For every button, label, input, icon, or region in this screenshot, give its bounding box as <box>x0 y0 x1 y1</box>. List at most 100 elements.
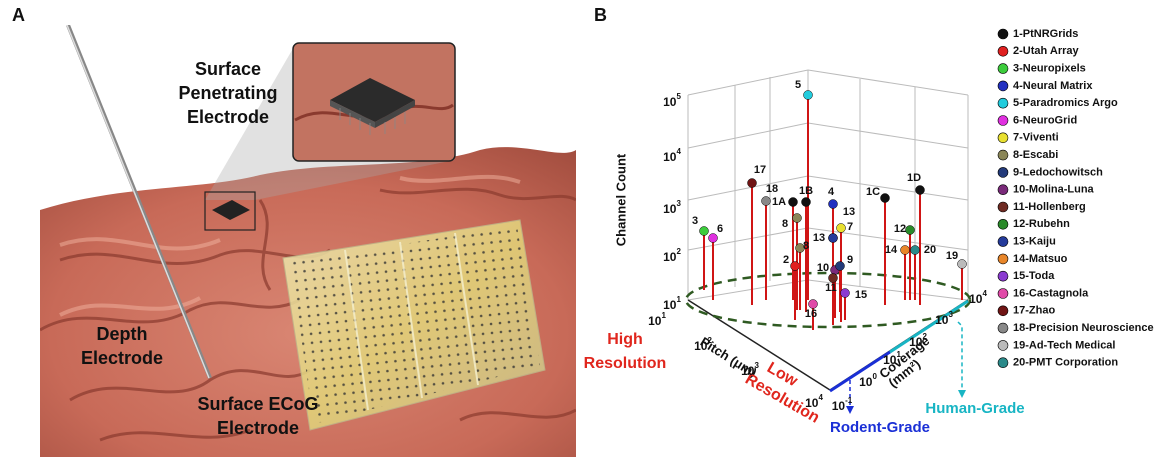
legend-label: 13-Kaiju <box>1013 236 1056 248</box>
legend-marker <box>997 63 1009 74</box>
legend-marker <box>997 340 1009 351</box>
tick-base: 10 <box>648 314 662 328</box>
high-resolution: High Resolution <box>584 331 667 372</box>
tick-base: 10 <box>694 339 708 353</box>
tick-exp: 3 <box>676 199 681 208</box>
point <box>788 197 798 207</box>
point-label: 13 <box>843 206 855 218</box>
point-label: 8 <box>803 240 809 252</box>
legend-label: 20-PMT Corporation <box>1013 357 1118 369</box>
legend-marker <box>997 115 1009 126</box>
rodent-grade: Rodent-Grade <box>830 419 930 436</box>
legend-label: 16-Castagnola <box>1013 287 1089 299</box>
point-label: 10 <box>817 262 829 274</box>
tick-label: 103 <box>663 199 681 216</box>
legend-label: 17-Zhao <box>1013 305 1055 317</box>
tick-exp: 1 <box>661 311 666 320</box>
legend-marker <box>997 288 1009 299</box>
tick-exp: 2 <box>922 332 927 341</box>
tick-exp: 4 <box>982 289 987 298</box>
legend-label: 6-NeuroGrid <box>1013 114 1077 126</box>
panel-letter: A <box>12 5 25 25</box>
label-line: Depth <box>97 324 148 344</box>
legend-marker <box>997 357 1009 369</box>
tick-exp: 2 <box>707 336 712 345</box>
tick-base: 10 <box>832 399 846 413</box>
legend-label: 10-Molina-Luna <box>1013 184 1095 196</box>
tick-exp: 3 <box>948 310 953 319</box>
tick-base: 10 <box>909 335 923 349</box>
legend-label: 8-Escabi <box>1013 149 1058 161</box>
point <box>880 193 890 203</box>
tick-label: 102 <box>694 336 712 353</box>
legend-marker <box>997 132 1009 144</box>
brain-illustration <box>40 25 576 457</box>
tick-label: 102 <box>909 332 927 349</box>
point <box>957 259 967 269</box>
point <box>792 213 802 223</box>
tick-base: 10 <box>805 396 819 410</box>
point <box>836 223 846 233</box>
panel-letter: B <box>594 5 607 25</box>
point <box>808 299 818 309</box>
legend-label: 2-Utah Array <box>1013 45 1079 57</box>
tick-label: 101 <box>663 295 681 312</box>
legend-label: 3-Neuropixels <box>1013 63 1086 75</box>
tick-label: 103 <box>935 310 953 327</box>
point <box>828 199 838 209</box>
point <box>795 243 805 253</box>
point-label: 16 <box>805 308 817 320</box>
label-line: High <box>607 331 643 348</box>
point-label: 6 <box>717 223 723 235</box>
legend-label: 15-Toda <box>1013 270 1055 282</box>
tick-label: 103 <box>741 361 759 378</box>
legend-marker <box>997 322 1009 334</box>
label-line: Surface <box>195 59 261 79</box>
legend: 1-PtNRGrids 2-Utah Array 3-Neuropixels 4-Ne… <box>997 28 1154 369</box>
point-label: 5 <box>795 79 801 91</box>
point <box>840 288 850 298</box>
legend-label: 7-Viventi <box>1013 132 1059 144</box>
legend-marker <box>997 219 1009 230</box>
tick-base: 10 <box>741 364 755 378</box>
plot: 10110210310410510110210310410-1100101102… <box>648 79 987 413</box>
label-line: Electrode <box>187 107 269 127</box>
ecog-label: Surface ECoG Electrode <box>197 394 318 438</box>
legend-marker <box>997 236 1009 247</box>
point-label: 8 <box>782 218 788 230</box>
legend-marker <box>997 184 1009 195</box>
point <box>828 273 838 283</box>
legend-label: 11-Hollenberg <box>1013 201 1086 213</box>
tick-base: 10 <box>663 95 677 109</box>
tick-label: 104 <box>663 147 681 164</box>
tick-exp: 3 <box>754 361 759 370</box>
tick-exp: 4 <box>676 147 681 156</box>
legend-label: 1-PtNRGrids <box>1013 28 1078 40</box>
tick-label: 101 <box>883 350 901 367</box>
point-label: 4 <box>828 186 835 198</box>
point-label: 7 <box>847 221 853 233</box>
legend-marker <box>997 253 1009 265</box>
point <box>915 185 925 195</box>
point <box>761 196 771 206</box>
legend-marker <box>997 305 1009 317</box>
legend-marker <box>997 97 1009 109</box>
legend-marker <box>997 28 1009 40</box>
point-label: 1A <box>772 196 786 208</box>
legend-marker <box>997 45 1009 57</box>
point <box>747 178 757 188</box>
tick-exp: 1 <box>676 295 681 304</box>
tick-exp: 1 <box>896 350 901 359</box>
depth-label: Depth Electrode <box>81 324 163 368</box>
tick-label: 10-1 <box>832 396 853 413</box>
legend-label: 18-Precision Neuroscience <box>1013 322 1154 334</box>
point-label: 1D <box>907 172 921 184</box>
human-range <box>889 299 969 354</box>
human-arrow <box>957 321 963 395</box>
point <box>905 225 915 235</box>
rodent-range <box>829 350 891 393</box>
legend-label: 14-Matsuo <box>1013 253 1068 265</box>
tick-label: 101 <box>648 311 666 328</box>
tick-base: 10 <box>859 375 873 389</box>
point-label: 1B <box>799 185 813 197</box>
